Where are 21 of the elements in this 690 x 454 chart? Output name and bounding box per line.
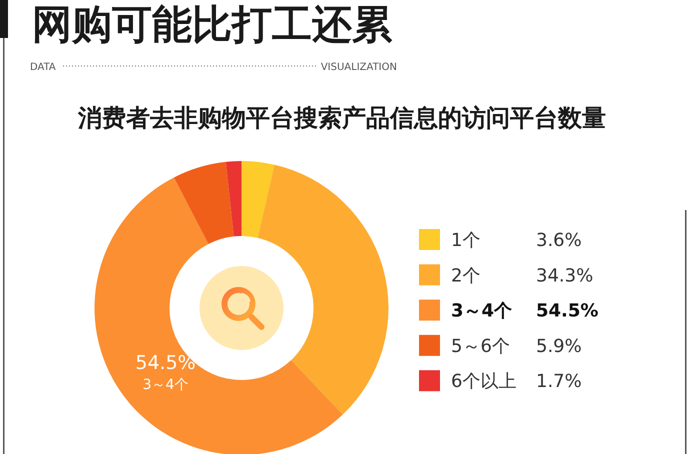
legend-label: 3～4个 <box>451 300 514 322</box>
data-label: 34.3% <box>536 265 594 286</box>
donut-slice <box>94 177 343 454</box>
text: VISUALIZATION <box>320 62 397 73</box>
legend-label: 2个 <box>451 265 480 286</box>
donut-slice <box>242 161 274 238</box>
legend-label: 6个以上 <box>451 371 516 392</box>
donut-slice <box>226 161 242 236</box>
data-label: 54.5% <box>135 352 196 374</box>
chart-subtitle: 消费者去非购物平台搜索产品信息的访问平台数量 <box>77 104 606 132</box>
chart-title: 网购可能比打工还累 <box>32 2 393 48</box>
text: DATA <box>30 62 56 73</box>
donut-slice <box>258 164 388 415</box>
legend-label: 1个 <box>451 230 480 251</box>
data-label: 3.6% <box>536 230 582 251</box>
legend-label: 5～6个 <box>451 336 510 357</box>
donut-slice <box>174 162 234 244</box>
text: 54.5% <box>536 300 598 322</box>
data-label: 1.7% <box>536 371 582 392</box>
data-label: 5.9% <box>536 336 582 357</box>
slice-label: 3～4个 <box>142 377 188 394</box>
